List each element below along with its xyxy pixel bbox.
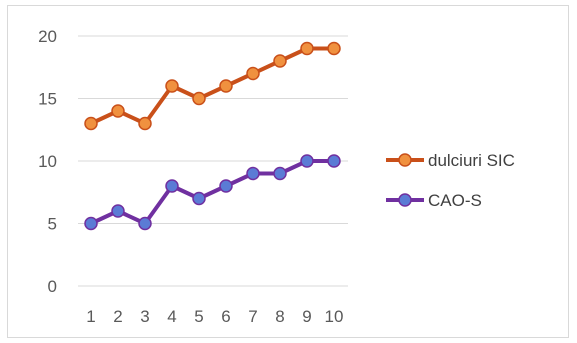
- data-point: [192, 191, 206, 206]
- data-point: [327, 41, 341, 56]
- grid-lines: [78, 35, 348, 287]
- data-point: [84, 116, 98, 131]
- data-point: [327, 154, 341, 168]
- y-tick-label: 5: [48, 215, 57, 234]
- data-point: [165, 179, 179, 193]
- data-point: [273, 166, 287, 181]
- y-tick-label: 10: [38, 152, 57, 171]
- x-tick-label: 1: [86, 307, 95, 326]
- x-tick-label: 5: [194, 307, 203, 326]
- x-tick-label: 7: [248, 307, 257, 326]
- legend-entry-1: CAO-S: [386, 191, 482, 210]
- y-tick-label: 15: [38, 90, 57, 109]
- data-point: [300, 41, 314, 56]
- x-tick-label: 8: [275, 307, 284, 326]
- legend-marker: [398, 193, 412, 207]
- data-point: [111, 204, 125, 218]
- series-line: [89, 46, 336, 126]
- x-tick-label: 2: [113, 307, 122, 326]
- y-axis-tick-labels: 0 5 10 15 20: [38, 27, 57, 296]
- legend-marker: [398, 153, 412, 167]
- data-point: [138, 216, 152, 231]
- data-point: [246, 166, 260, 181]
- y-tick-label: 20: [38, 27, 57, 46]
- data-point: [219, 79, 233, 93]
- x-tick-label: 10: [325, 307, 344, 326]
- legend-label: CAO-S: [428, 191, 482, 210]
- data-point: [300, 154, 314, 168]
- data-point: [246, 66, 260, 81]
- legend-entry-0: dulciuri SIC: [386, 151, 515, 170]
- x-axis-tick-labels: 1 2 3 4 5 6 7 8 9 10: [86, 307, 343, 326]
- x-tick-label: 6: [221, 307, 230, 326]
- x-tick-label: 9: [302, 307, 311, 326]
- data-point: [219, 179, 233, 193]
- series-1: [84, 154, 341, 231]
- data-point: [273, 54, 287, 68]
- data-point: [138, 116, 152, 131]
- series-line: [89, 159, 336, 226]
- x-tick-label: 3: [140, 307, 149, 326]
- data-series: [84, 41, 341, 231]
- legend-label: dulciuri SIC: [428, 151, 515, 170]
- series-0: [84, 41, 341, 131]
- y-tick-label: 0: [48, 277, 57, 296]
- legend: dulciuri SIC CAO-S: [386, 151, 515, 210]
- data-point: [165, 79, 179, 93]
- data-point: [192, 91, 206, 106]
- x-tick-label: 4: [167, 307, 176, 326]
- data-point: [84, 216, 98, 231]
- data-point: [111, 104, 125, 118]
